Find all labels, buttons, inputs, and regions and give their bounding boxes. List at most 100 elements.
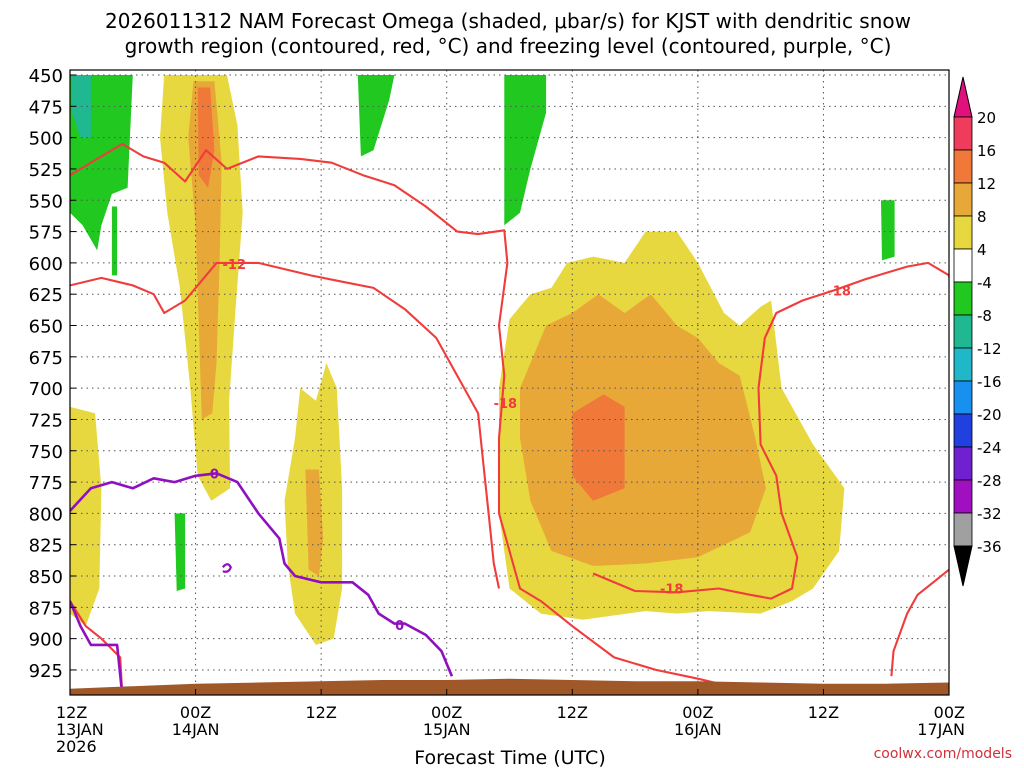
x-tick-label: 00Z — [682, 703, 713, 722]
y-tick-label: 900 — [29, 630, 63, 651]
x-tick-label: 16JAN — [674, 720, 722, 739]
y-tick-label: 700 — [29, 379, 63, 400]
x-tick-label: 14JAN — [172, 720, 220, 739]
contour-label: 0 — [210, 467, 219, 482]
y-tick-label: 575 — [29, 223, 63, 244]
colorbar-label: 8 — [977, 208, 987, 226]
colorbar-label: -24 — [977, 439, 1002, 457]
contour-label: -18 — [827, 284, 851, 299]
colorbar-segment — [953, 314, 973, 349]
omega-region — [174, 513, 186, 591]
contour-label: -18 — [660, 583, 684, 598]
colorbar-segment — [953, 446, 973, 481]
x-tick-label: 17JAN — [917, 720, 965, 739]
dendritic-contour — [70, 261, 501, 589]
omega-region — [70, 406, 102, 627]
y-tick-label: 625 — [29, 285, 63, 306]
colorbar-segment — [953, 281, 973, 316]
y-tick-label: 775 — [29, 473, 63, 494]
x-tick-label: 13JAN — [56, 720, 104, 739]
y-tick-label: 550 — [29, 191, 63, 212]
chart-title-line2: growth region (contoured, red, °C) and f… — [125, 34, 892, 58]
terrain-fill — [70, 678, 949, 695]
y-tick-label: 450 — [29, 66, 63, 87]
omega-region — [975, 476, 996, 576]
contour-label: -18 — [494, 397, 518, 412]
y-tick-label: 800 — [29, 504, 63, 525]
freezing-level-contour — [221, 563, 232, 573]
colorbar-segment — [953, 512, 973, 547]
y-tick-label: 725 — [29, 410, 63, 431]
colorbar-segment — [953, 413, 973, 448]
y-tick-label: 600 — [29, 254, 63, 275]
dendritic-contour — [592, 261, 949, 600]
omega-shading — [70, 75, 996, 645]
colorbar-label: 16 — [977, 142, 996, 160]
y-tick-label: 825 — [29, 536, 63, 557]
omega-region — [881, 200, 895, 261]
colorbar-segment — [953, 380, 973, 415]
x-tick-label: 12Z — [56, 703, 87, 722]
colorbar-label: 12 — [977, 175, 996, 193]
colorbar-segment — [953, 215, 973, 250]
colorbar-label: -16 — [977, 373, 1002, 391]
colorbar-label: -20 — [977, 406, 1002, 424]
colorbar-label: 20 — [977, 109, 996, 127]
colorbar-segment — [953, 347, 973, 382]
omega-region — [504, 75, 547, 226]
plot-grid — [70, 70, 949, 695]
omega-region — [357, 75, 395, 157]
freezing-level-contour — [70, 472, 454, 677]
y-axis: 450 475 500 525 550 575 600 625 650 675 700 725 750 7… — [29, 66, 76, 682]
y-tick-label: 650 — [29, 317, 63, 338]
colorbar-segment — [953, 479, 973, 514]
y-tick-label: 475 — [29, 97, 63, 118]
y-tick-label: 500 — [29, 129, 63, 150]
x-tick-label: 12Z — [305, 703, 336, 722]
dendritic-contour — [890, 568, 949, 677]
colorbar-label: -36 — [977, 538, 1002, 556]
x-tick-label: 15JAN — [423, 720, 471, 739]
colorbar-segment — [953, 149, 973, 184]
chart-title-line1: 2026011312 NAM Forecast Omega (shaded, μ… — [105, 9, 911, 33]
credit-label: coolwx.com/models — [874, 746, 1012, 762]
y-tick-label: 750 — [29, 442, 63, 463]
colorbar: 20 16 12 8 4 -4 -8 -12 -16 -20 -24 -28 -32 -36 — [953, 76, 1002, 587]
dendritic-contour — [70, 600, 124, 695]
contour-label: 0 — [395, 619, 404, 634]
freezing-level-contour — [70, 600, 124, 695]
colorbar-label: 4 — [977, 241, 987, 259]
y-tick-label: 925 — [29, 661, 63, 682]
y-tick-label: 525 — [29, 160, 63, 181]
colorbar-label: -32 — [977, 505, 1002, 523]
x-tick-label: 12Z — [808, 703, 839, 722]
dendritic-contour — [70, 142, 740, 690]
colorbar-segment — [953, 248, 973, 283]
y-tick-label: 675 — [29, 348, 63, 369]
colorbar-segment — [953, 116, 973, 151]
x-tick-label: 00Z — [431, 703, 462, 722]
contour-label: -12 — [223, 258, 247, 273]
omega-region — [197, 87, 215, 188]
colorbar-label: -8 — [977, 307, 992, 325]
colorbar-top-arrow — [953, 76, 973, 118]
terrain — [70, 678, 949, 695]
y-tick-label: 875 — [29, 598, 63, 619]
colorbar-label: -12 — [977, 340, 1002, 358]
x-axis-label: Forecast Time (UTC) — [414, 747, 605, 768]
colorbar-bottom-arrow — [953, 545, 973, 587]
x-tick-label: 00Z — [180, 703, 211, 722]
colorbar-label: -4 — [977, 274, 992, 292]
omega-region — [111, 206, 118, 276]
contour-lines — [70, 142, 949, 695]
x-tick-label: 00Z — [934, 703, 965, 722]
x-tick-label: 12Z — [557, 703, 588, 722]
omega-region — [305, 469, 324, 576]
colorbar-segment — [953, 182, 973, 217]
omega-region — [520, 294, 766, 566]
y-tick-label: 850 — [29, 567, 63, 588]
contour-labels: -12 -18 -18 -18 0 0 — [210, 258, 851, 634]
plot-frame — [69, 69, 950, 696]
